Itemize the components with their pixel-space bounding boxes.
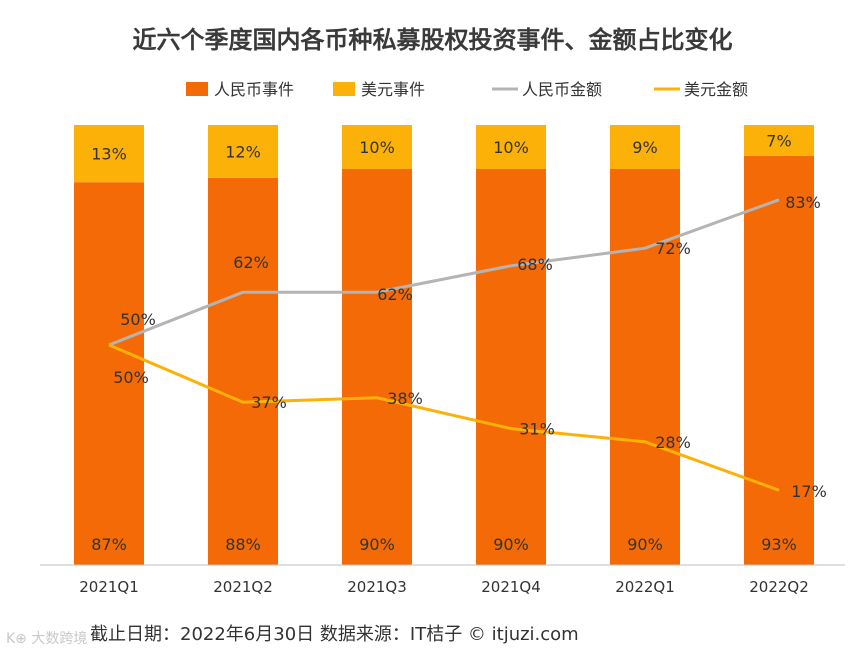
- data-label-usd-events: 13%: [91, 145, 127, 164]
- x-tick-label: 2022Q2: [749, 578, 809, 596]
- bar-usd-events: [476, 125, 546, 169]
- data-label-usd-amount: 17%: [791, 482, 827, 501]
- data-label-usd-amount: 37%: [251, 393, 287, 412]
- data-label-usd-events: 12%: [225, 142, 261, 161]
- data-label-rmb-amount: 72%: [655, 239, 691, 258]
- data-label-usd-events: 10%: [359, 138, 395, 157]
- data-label-usd-amount: 50%: [113, 368, 149, 387]
- data-label-rmb-amount: 68%: [517, 255, 553, 274]
- legend-label-3: 美元金额: [684, 80, 748, 99]
- data-label-rmb-events: 87%: [91, 535, 127, 554]
- data-label-rmb-amount: 83%: [785, 193, 821, 212]
- x-tick-label: 2021Q2: [213, 578, 273, 596]
- data-label-usd-amount: 31%: [519, 420, 555, 439]
- legend-swatch-1: [333, 82, 355, 96]
- bar-usd-events: [744, 125, 814, 156]
- data-label-rmb-events: 90%: [359, 535, 395, 554]
- bar-usd-events: [342, 125, 412, 169]
- bar-usd-events: [610, 125, 680, 169]
- footer-note: 截止日期：2022年6月30日 数据来源：IT桔子 © itjuzi.com: [90, 624, 579, 645]
- data-label-rmb-events: 90%: [493, 535, 529, 554]
- series-lines: [108, 198, 780, 492]
- x-tick-label: 2021Q4: [481, 578, 541, 596]
- data-label-usd-amount: 38%: [387, 389, 423, 408]
- data-label-rmb-amount: 62%: [233, 253, 269, 272]
- data-label-rmb-events: 88%: [225, 535, 261, 554]
- bar-rmb-events: [342, 169, 412, 565]
- data-label-rmb-amount: 62%: [377, 285, 413, 304]
- legend: 人民币事件 美元事件 人民币金额 美元金额: [186, 80, 748, 99]
- bar-rmb-events: [74, 182, 144, 565]
- bar-rmb-events: [610, 169, 680, 565]
- line-rmb-amount: [108, 198, 780, 347]
- bars: [74, 125, 814, 566]
- data-label-rmb-events: 93%: [761, 535, 797, 554]
- chart-title: 近六个季度国内各币种私募股权投资事件、金额占比变化: [132, 26, 733, 54]
- watermark-logo: K⊕ 大数跨境: [6, 631, 88, 647]
- bar-rmb-events: [208, 177, 278, 566]
- data-label-rmb-events: 90%: [627, 535, 663, 554]
- data-label-rmb-amount: 50%: [120, 310, 156, 329]
- legend-label-1: 美元事件: [361, 80, 425, 99]
- bar-rmb-events: [744, 155, 814, 566]
- data-label-usd-events: 10%: [493, 138, 529, 157]
- x-tick-label: 2021Q1: [79, 578, 139, 596]
- legend-label-0: 人民币事件: [214, 80, 294, 99]
- bar-rmb-events: [476, 169, 546, 565]
- x-tick-labels: 2021Q1 2021Q2 2021Q3 2021Q4 2022Q1 2022Q2: [79, 578, 809, 596]
- data-label-usd-amount: 28%: [655, 433, 691, 452]
- x-tick-label: 2022Q1: [615, 578, 675, 596]
- legend-swatch-0: [186, 82, 208, 96]
- data-label-usd-events: 9%: [632, 138, 657, 157]
- legend-label-2: 人民币金额: [522, 80, 602, 99]
- x-tick-label: 2021Q3: [347, 578, 407, 596]
- data-labels: 87% 13% 88% 12% 90% 10% 90% 10% 90% 9% 93% 7% 50% 62%…: [91, 131, 827, 554]
- line-usd-amount: [108, 343, 780, 492]
- data-label-usd-events: 7%: [766, 131, 791, 150]
- bar-usd-events: [208, 125, 278, 178]
- bar-usd-events: [74, 125, 144, 183]
